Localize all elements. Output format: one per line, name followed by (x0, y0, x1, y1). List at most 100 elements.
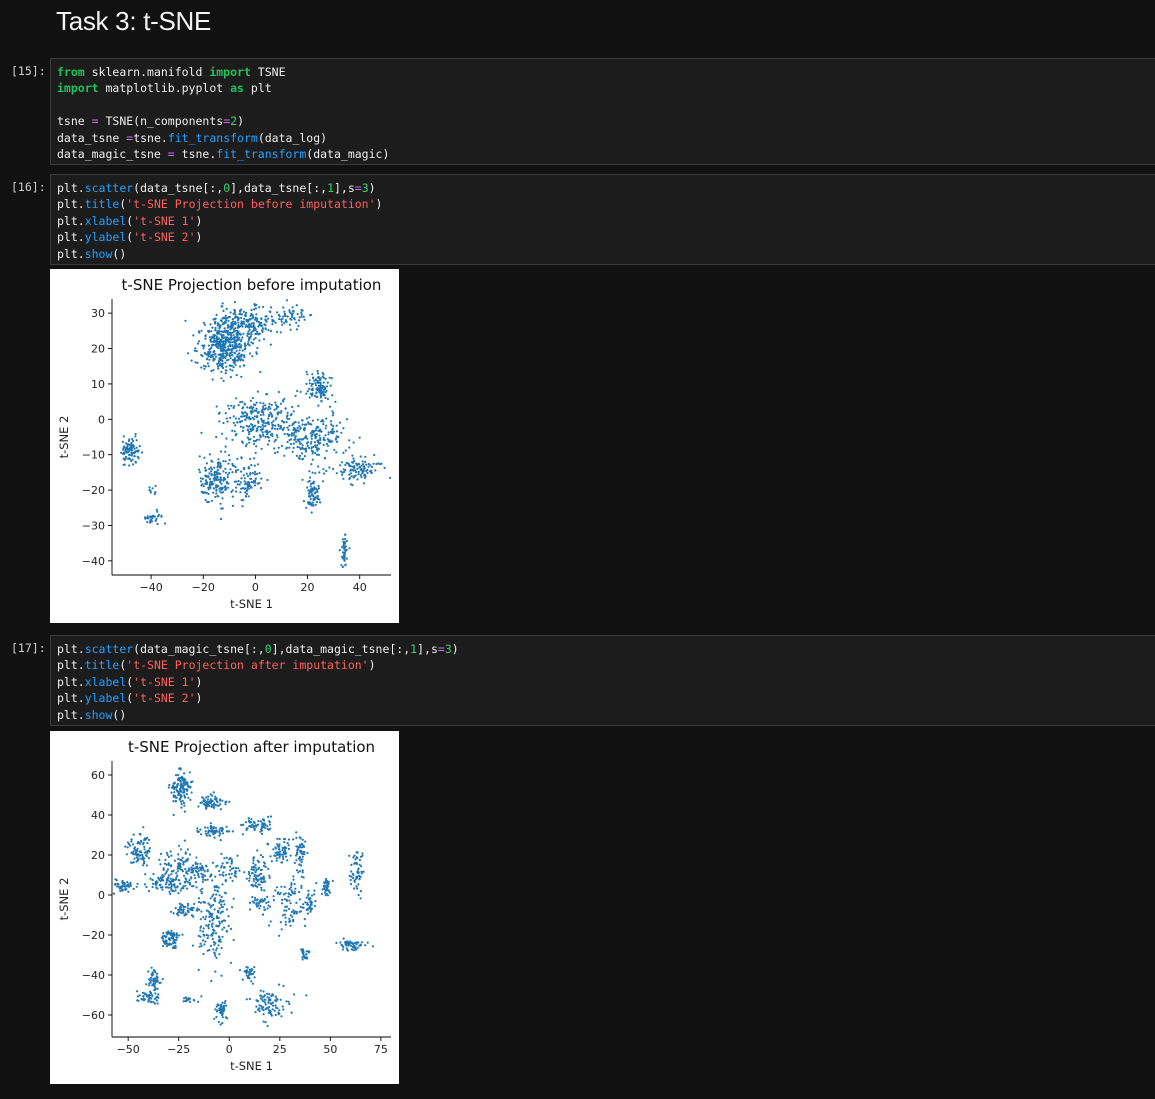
scatter-point (280, 885, 283, 888)
scatter-point (355, 471, 358, 474)
scatter-point (285, 447, 288, 450)
scatter-point (341, 538, 345, 541)
code-editor[interactable]: plt.scatter(data_magic_tsne[:,0],data_ma… (57, 641, 1155, 723)
scatter-point (130, 444, 133, 447)
scatter-point (134, 461, 137, 464)
scatter-point (230, 872, 233, 875)
scatter-point (184, 860, 187, 863)
scatter-point (281, 1005, 284, 1008)
scatter-point (213, 474, 216, 477)
scatter-point (203, 351, 206, 354)
scatter-point (162, 932, 165, 935)
scatter-point (214, 954, 217, 957)
scatter-point (196, 865, 199, 868)
scatter-point (255, 999, 258, 1002)
scatter-point (180, 908, 183, 911)
code-editor[interactable]: plt.scatter(data_tsne[:,0],data_tsne[:,1… (57, 180, 1155, 262)
scatter-point (250, 826, 253, 829)
scatter-point (134, 853, 137, 856)
scatter-point (126, 446, 129, 449)
scatter-point (301, 444, 304, 447)
scatter-point (364, 455, 367, 458)
scatter-point (298, 898, 301, 901)
scatter-point (252, 481, 255, 484)
scatter-point (362, 482, 365, 485)
scatter-point (207, 476, 210, 479)
scatter-point (282, 315, 285, 318)
scatter-point (251, 416, 254, 419)
scatter-point (203, 874, 207, 877)
scatter-point (209, 466, 212, 469)
scatter-point (294, 430, 297, 433)
scatter-point (225, 349, 228, 352)
scatter-point (224, 329, 227, 332)
scatter-point (226, 420, 229, 423)
scatter-point (170, 879, 174, 882)
scatter-point (346, 940, 349, 943)
code-line: plt.ylabel('t-SNE 2') (57, 691, 203, 706)
scatter-point (310, 313, 313, 316)
scatter-point (211, 344, 214, 347)
scatter-point (222, 334, 225, 337)
section-heading: Task 3: t-SNE (56, 6, 212, 36)
scatter-point (243, 342, 246, 345)
scatter-point (260, 994, 263, 997)
scatter-point (303, 318, 306, 321)
scatter-point (221, 353, 224, 356)
scatter-point (326, 438, 329, 441)
scatter-point (166, 868, 170, 871)
scatter-point (286, 440, 289, 444)
scatter-point (306, 444, 309, 448)
scatter-point (215, 886, 218, 889)
scatter-point (316, 395, 319, 398)
scatter-point (225, 417, 228, 420)
scatter-point (245, 489, 248, 492)
scatter-point (274, 401, 277, 404)
scatter-point (267, 317, 270, 320)
scatter-point (258, 306, 261, 309)
scatter-point (183, 810, 186, 813)
code-cell-15[interactable]: from sklearn.manifold import TSNE import… (50, 58, 1155, 165)
scatter-point (168, 880, 171, 883)
scatter-point (256, 859, 259, 862)
scatter-point (257, 902, 261, 905)
scatter-point (222, 866, 225, 869)
scatter-point (202, 803, 205, 806)
scatter-point (369, 464, 372, 467)
scatter-point (298, 425, 301, 428)
scatter-point (231, 344, 234, 347)
scatter-point (249, 314, 252, 317)
scatter-point (176, 866, 180, 870)
scatter-point (354, 858, 357, 861)
scatter-point (233, 340, 236, 343)
scatter-point (155, 980, 158, 983)
scatter-point (211, 353, 214, 356)
scatter-point (310, 894, 314, 897)
scatter-point (238, 336, 241, 339)
scatter-point (250, 480, 253, 484)
scatter-point (178, 863, 181, 866)
code-cell-17[interactable]: plt.scatter(data_magic_tsne[:,0],data_ma… (50, 635, 1155, 726)
scatter-point (195, 886, 198, 889)
scatter-point (361, 460, 364, 463)
scatter-point (352, 948, 355, 951)
scatter-point (221, 799, 224, 802)
scatter-point (371, 945, 375, 948)
scatter-point (311, 501, 314, 504)
scatter-point (260, 477, 263, 480)
scatter-point (273, 408, 276, 411)
scatter-point (142, 864, 145, 867)
code-editor[interactable]: from sklearn.manifold import TSNE import… (57, 64, 1155, 162)
scatter-point (349, 465, 352, 468)
scatter-point (266, 828, 269, 831)
scatter-point (279, 331, 282, 334)
code-cell-16[interactable]: plt.scatter(data_tsne[:,0],data_tsne[:,1… (50, 174, 1155, 265)
scatter-point (239, 359, 242, 362)
scatter-point (124, 845, 127, 848)
scatter-point (196, 361, 199, 364)
scatter-point (353, 946, 356, 949)
scatter-point (148, 847, 151, 850)
scatter-point (288, 917, 291, 920)
y-tick-label: −40 (82, 555, 105, 568)
scatter-point (154, 484, 157, 488)
